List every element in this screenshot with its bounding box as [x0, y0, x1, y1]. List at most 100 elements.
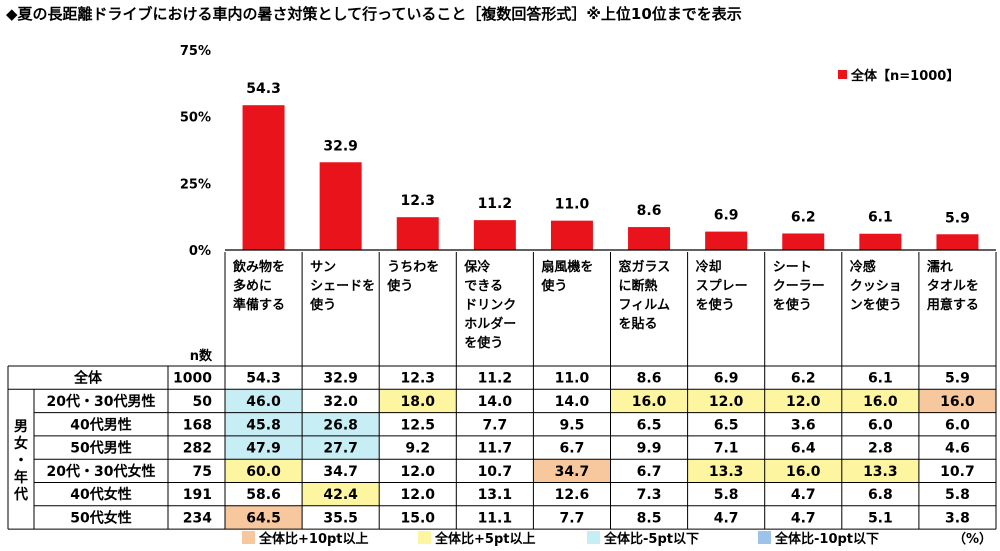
category-label: クッショ	[850, 279, 902, 294]
table-cell: 15.0	[400, 510, 435, 526]
table-cell: 6.2	[791, 371, 816, 387]
highlight-cell	[225, 459, 303, 483]
y-tick-label: 0%	[189, 244, 211, 259]
row-label: 20代・30代男性	[47, 393, 156, 410]
row-label: 全体	[73, 370, 103, 387]
data-label: 6.1	[868, 210, 893, 226]
category-label: 使う	[540, 278, 567, 294]
category-label: 窓ガラス	[619, 259, 671, 275]
y-tick-label: 75%	[180, 44, 211, 59]
category-label: スプレー	[696, 279, 748, 294]
table-cell: 5.8	[714, 487, 739, 503]
table-cell: 14.0	[478, 394, 513, 410]
table-cell: 8.6	[637, 371, 662, 387]
row-label: 40代女性	[70, 486, 131, 503]
table-cell: 13.1	[478, 487, 513, 503]
table-cell: 47.9	[246, 441, 281, 457]
table-cell: 4.6	[945, 441, 970, 457]
highlight-cell	[918, 389, 996, 413]
category-label: を使う	[696, 297, 735, 313]
table-cell: 12.3	[400, 371, 435, 387]
table-cell: 6.7	[560, 441, 585, 457]
bar	[859, 233, 902, 250]
highlight-cell	[610, 389, 688, 413]
row-label: 20代・30代女性	[47, 463, 156, 480]
table-cell: 7.3	[637, 487, 662, 503]
highlight-cell	[225, 435, 303, 460]
table-legend-swatch	[242, 531, 255, 544]
table-cell: 54.3	[246, 371, 281, 387]
category-label: に断熱	[619, 278, 658, 294]
data-label: 54.3	[246, 81, 281, 97]
row-label: 50代男性	[70, 440, 131, 457]
category-label: フィルム	[619, 298, 670, 313]
table-legend-swatch	[418, 531, 431, 544]
data-label: 6.9	[714, 208, 739, 224]
category-label: 使う	[386, 278, 413, 294]
data-label: 5.9	[945, 210, 970, 226]
category-label: を貼る	[619, 316, 658, 332]
n-value: 191	[183, 487, 212, 503]
category-label: シェードを	[310, 279, 375, 294]
table-cell: 13.3	[709, 464, 744, 480]
highlight-cell	[841, 389, 919, 413]
category-label: 用意する	[926, 297, 979, 313]
table-cell: 2.8	[868, 441, 893, 457]
table-cell: 26.8	[323, 417, 358, 433]
table-cell: 64.5	[246, 510, 281, 526]
side-label-char: ・	[14, 453, 28, 469]
category-label: ホルダー	[464, 316, 516, 332]
bar	[396, 217, 439, 250]
table-cell: 12.5	[400, 417, 435, 433]
table-cell: 8.5	[637, 510, 662, 526]
table-cell: 3.8	[945, 510, 970, 526]
bar	[705, 231, 748, 250]
legend-swatch	[838, 70, 847, 79]
table-cell: 11.7	[478, 441, 513, 457]
table-legend-label: 全体比+5pt以上	[434, 531, 535, 547]
bar	[319, 162, 362, 250]
table-cell: 60.0	[246, 464, 281, 480]
table-cell: 12.0	[709, 394, 744, 410]
data-label: 12.3	[400, 193, 435, 209]
table-cell: 4.7	[791, 510, 816, 526]
highlight-cell	[379, 389, 457, 413]
data-label: 32.9	[323, 138, 358, 154]
category-label: 冷感	[850, 259, 876, 275]
table-cell: 11.1	[478, 510, 513, 526]
table-cell: 58.6	[246, 487, 281, 503]
table-shading	[225, 389, 996, 530]
n-value: 234	[183, 510, 212, 526]
category-label: できる	[464, 279, 503, 294]
table-legend-swatch	[587, 531, 600, 544]
table-cell: 9.5	[560, 417, 585, 433]
category-label: 飲み物を	[232, 259, 285, 275]
table-cell: 32.0	[323, 394, 358, 410]
side-label-char: 年	[14, 469, 28, 486]
table-cell: 5.9	[945, 371, 970, 387]
n-value: 282	[183, 441, 212, 457]
table-cell: 3.6	[791, 417, 816, 433]
table-cell: 5.8	[945, 487, 970, 503]
highlight-cell	[302, 435, 380, 460]
table-cell: 11.2	[478, 371, 513, 387]
bar	[782, 233, 825, 250]
category-label: シート	[773, 260, 812, 275]
table-cell: 6.9	[714, 371, 739, 387]
table-cell: 16.0	[786, 464, 821, 480]
category-label: ンを使う	[850, 297, 902, 313]
n-value: 1000	[173, 371, 212, 387]
category-label: 冷却	[696, 259, 722, 275]
category-label: 使う	[309, 297, 336, 313]
table-cell: 18.0	[400, 394, 435, 410]
table-cell: 7.1	[714, 441, 739, 457]
table-cell: 5.1	[868, 510, 893, 526]
table-legend-label: 全体比+10pt以上	[258, 531, 369, 547]
category-label: 準備する	[233, 297, 285, 313]
table-legend-label: 全体比-5pt以下	[603, 531, 699, 547]
data-label: 8.6	[637, 203, 662, 219]
highlight-cell	[687, 389, 765, 413]
table-cell: 6.5	[714, 417, 739, 433]
table-cell: 6.5	[637, 417, 662, 433]
category-label: タオルを	[927, 279, 979, 294]
